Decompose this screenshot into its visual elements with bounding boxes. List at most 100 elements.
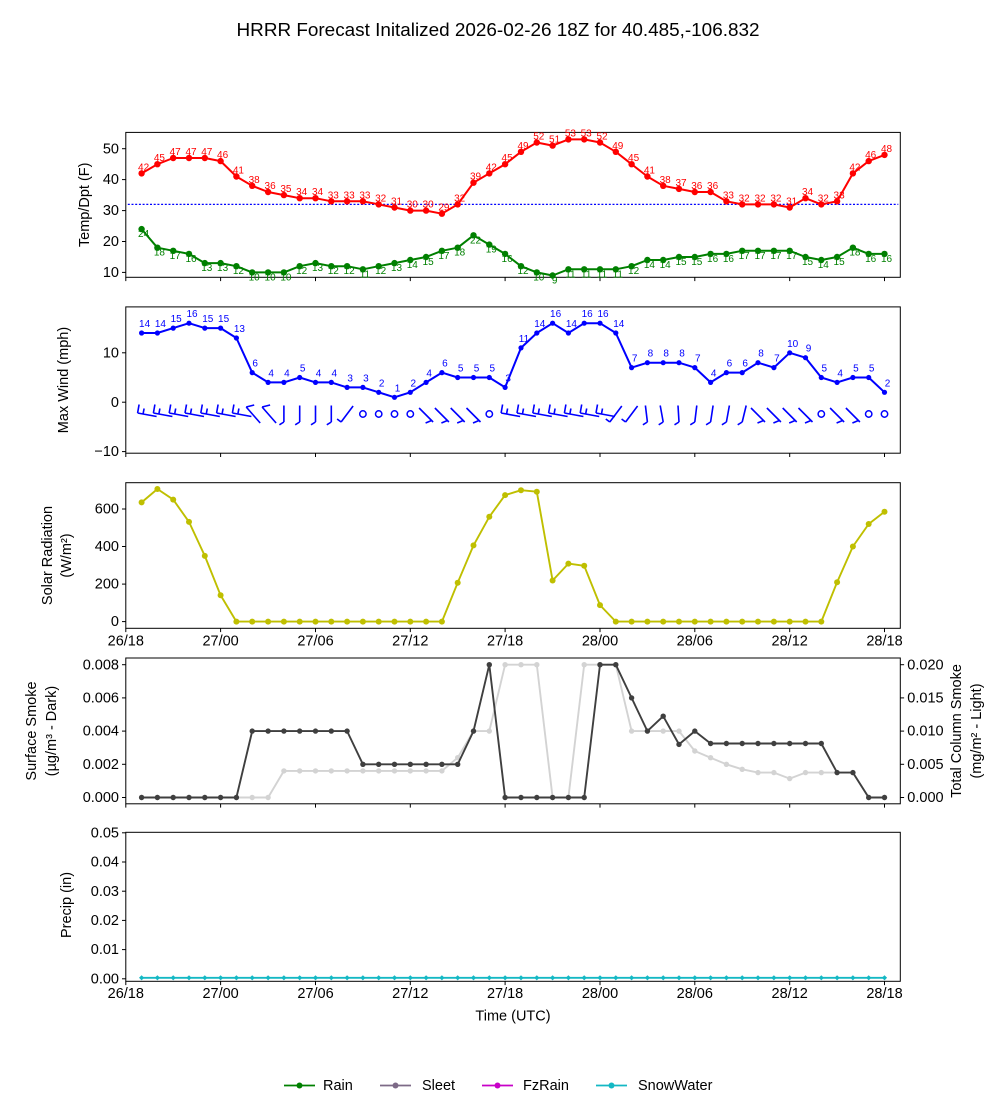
svg-text:2: 2 [411,378,417,389]
svg-text:30: 30 [407,200,419,211]
svg-text:0.05: 0.05 [91,825,119,841]
svg-text:4: 4 [332,368,338,379]
svg-text:39: 39 [470,172,482,183]
svg-text:30: 30 [423,200,435,211]
svg-text:200: 200 [95,577,119,593]
svg-text:15: 15 [834,257,846,268]
svg-text:0: 0 [111,614,119,630]
svg-text:600: 600 [95,502,119,518]
svg-text:12: 12 [517,266,529,277]
svg-text:12: 12 [328,266,340,277]
svg-text:0.000: 0.000 [907,790,943,806]
svg-text:Sleet: Sleet [422,1078,455,1094]
svg-text:38: 38 [249,175,261,186]
svg-text:41: 41 [644,166,656,177]
svg-text:5: 5 [822,364,828,375]
svg-text:Total Column Smoke: Total Column Smoke [949,664,965,798]
svg-text:27/06: 27/06 [297,634,333,650]
svg-text:49: 49 [612,141,624,152]
svg-text:14: 14 [155,319,167,330]
svg-text:13: 13 [234,324,246,335]
svg-text:12: 12 [628,266,640,277]
svg-text:0.005: 0.005 [907,757,943,773]
svg-text:16: 16 [550,309,562,320]
svg-text:Temp/Dpt (F): Temp/Dpt (F) [77,163,93,248]
svg-text:(W/m²): (W/m²) [59,533,75,577]
svg-text:32: 32 [754,193,766,204]
svg-text:53: 53 [565,128,577,139]
svg-text:13: 13 [201,263,213,274]
svg-text:Rain: Rain [323,1078,353,1094]
svg-text:28/12: 28/12 [772,634,808,650]
svg-text:27/00: 27/00 [202,634,238,650]
svg-text:47: 47 [170,147,182,158]
svg-text:53: 53 [581,128,593,139]
svg-text:14: 14 [534,319,546,330]
svg-text:3: 3 [363,373,369,384]
svg-text:28/00: 28/00 [582,986,618,1002]
svg-text:0.006: 0.006 [83,691,119,707]
svg-text:35: 35 [280,184,292,195]
svg-text:SnowWater: SnowWater [638,1078,713,1094]
svg-text:7: 7 [774,354,780,365]
svg-text:13: 13 [391,263,403,274]
svg-text:36: 36 [691,181,703,192]
svg-text:10: 10 [103,265,119,281]
svg-text:11: 11 [613,269,624,280]
svg-text:52: 52 [533,132,545,143]
svg-text:10: 10 [265,272,277,283]
svg-text:FzRain: FzRain [523,1078,569,1094]
svg-text:12: 12 [233,266,245,277]
svg-text:2: 2 [885,378,891,389]
svg-text:51: 51 [549,135,561,146]
svg-text:26/18: 26/18 [108,986,144,1002]
svg-text:0.020: 0.020 [907,657,943,673]
svg-text:11: 11 [597,269,608,280]
svg-text:1: 1 [395,383,401,394]
svg-text:29: 29 [438,203,450,214]
svg-text:33: 33 [834,190,846,201]
svg-text:−10: −10 [94,444,119,460]
svg-text:26/18: 26/18 [108,634,144,650]
svg-text:0.008: 0.008 [83,657,119,673]
svg-text:24: 24 [138,229,150,240]
svg-text:20: 20 [103,234,119,250]
svg-text:16: 16 [707,254,719,265]
svg-text:50: 50 [103,141,119,157]
svg-text:14: 14 [139,319,151,330]
svg-text:28/18: 28/18 [866,986,902,1002]
svg-text:14: 14 [407,260,419,271]
svg-text:15: 15 [202,314,214,325]
svg-text:34: 34 [802,187,814,198]
svg-text:42: 42 [486,162,498,173]
svg-text:42: 42 [849,162,861,173]
svg-text:12: 12 [296,266,308,277]
svg-text:5: 5 [300,364,306,375]
svg-text:16: 16 [881,254,893,265]
svg-text:27/00: 27/00 [202,986,238,1002]
svg-text:4: 4 [316,368,322,379]
svg-text:49: 49 [517,141,529,152]
svg-text:13: 13 [312,263,324,274]
svg-text:0: 0 [111,395,119,411]
svg-text:27/12: 27/12 [392,986,428,1002]
svg-text:34: 34 [296,187,308,198]
svg-text:52: 52 [596,132,608,143]
svg-text:Solar Radiation: Solar Radiation [40,506,56,605]
svg-text:27/18: 27/18 [487,986,523,1002]
svg-text:15: 15 [218,314,230,325]
svg-text:16: 16 [185,254,197,265]
svg-text:0.004: 0.004 [83,724,119,740]
svg-text:7: 7 [632,354,638,365]
svg-text:0.000: 0.000 [83,790,119,806]
svg-text:0.002: 0.002 [83,757,119,773]
svg-text:4: 4 [711,368,717,379]
svg-text:10: 10 [249,272,261,283]
svg-text:33: 33 [328,190,340,201]
svg-text:45: 45 [628,153,640,164]
svg-text:(µg/m³ - Dark): (µg/m³ - Dark) [44,686,60,777]
svg-text:18: 18 [454,248,466,259]
svg-text:48: 48 [881,144,893,155]
svg-text:12: 12 [344,266,356,277]
svg-text:3: 3 [347,373,353,384]
